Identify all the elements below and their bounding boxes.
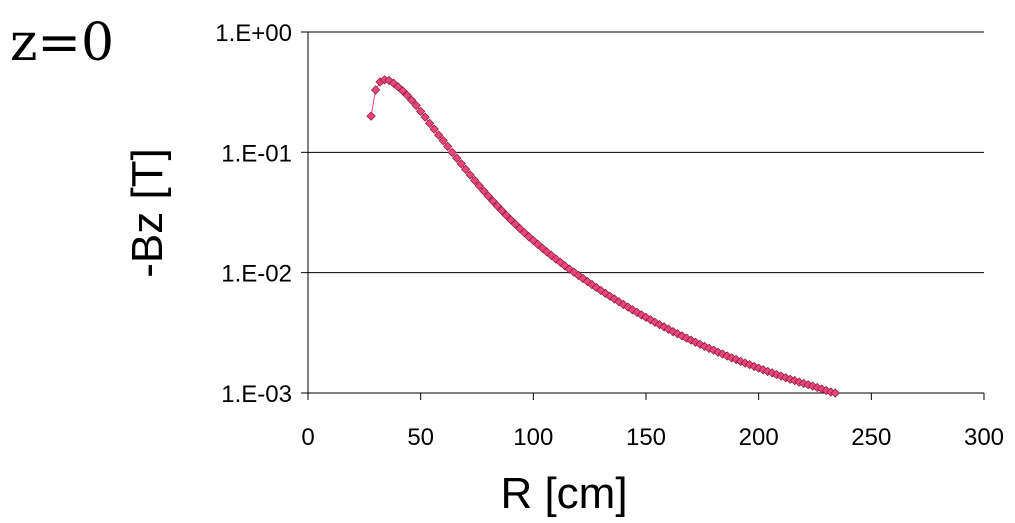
data-point	[645, 315, 656, 325]
data-point	[636, 310, 647, 320]
tick-labels: 0 50 100 150 200 250 300 1.E+00 1.E-01 1.E-02 1.E-…	[215, 20, 1004, 451]
data-point	[434, 130, 444, 140]
axes	[301, 31, 985, 400]
data-point	[708, 345, 719, 355]
data-point	[461, 164, 471, 175]
y-tick-label: 1.E-01	[221, 140, 292, 167]
data-point	[501, 210, 511, 220]
data-point	[727, 353, 737, 363]
data-point	[452, 153, 462, 163]
data-point	[416, 106, 426, 116]
data-point	[668, 326, 678, 337]
data-point	[776, 371, 786, 381]
y-tick-label: 1.E-02	[221, 261, 292, 288]
data-point	[506, 215, 516, 225]
data-point	[564, 264, 575, 274]
data-point	[438, 136, 448, 146]
data-point	[767, 368, 777, 378]
data-point	[492, 201, 502, 211]
data-point	[627, 305, 638, 315]
data-point	[370, 85, 381, 95]
data-point	[650, 317, 660, 327]
data-point	[578, 273, 588, 284]
data-point	[497, 205, 507, 216]
data-point	[402, 90, 412, 100]
data-point	[542, 247, 552, 257]
data-point	[366, 111, 376, 121]
data-point	[551, 254, 561, 264]
x-tick-label: 250	[851, 424, 891, 451]
y-tick-label: 1.E-03	[221, 381, 292, 408]
data-point	[420, 112, 430, 122]
x-tick-label: 300	[964, 424, 1004, 451]
data-point	[483, 191, 493, 201]
data-point	[830, 388, 840, 398]
data-point	[623, 302, 633, 312]
data-point	[465, 170, 475, 180]
y-tick-label: 1.E+00	[215, 20, 292, 47]
gridlines	[308, 31, 984, 394]
data-point	[659, 322, 669, 332]
data-point	[425, 118, 435, 129]
data-point	[411, 100, 421, 111]
data-point	[569, 267, 579, 277]
data-series	[366, 75, 840, 398]
data-point	[749, 361, 759, 372]
data-point	[398, 86, 408, 96]
data-point	[470, 175, 480, 186]
data-point	[695, 339, 705, 349]
data-point	[681, 333, 692, 343]
data-point	[443, 141, 453, 152]
x-tick-label: 150	[626, 424, 666, 451]
series-line	[370, 79, 836, 394]
data-point	[407, 95, 417, 105]
data-point	[447, 147, 457, 157]
data-point	[479, 186, 489, 196]
data-point	[519, 228, 529, 238]
data-point	[690, 337, 701, 347]
data-point	[429, 124, 439, 134]
data-point	[488, 196, 498, 206]
data-point	[600, 288, 611, 298]
y-axis-label: -Bz [T]	[123, 148, 172, 278]
annotation-label: z=0	[10, 13, 114, 73]
x-axis-label: R [cm]	[500, 469, 627, 518]
data-point	[528, 235, 538, 246]
data-point	[717, 349, 728, 359]
data-point	[474, 181, 484, 191]
data-point	[587, 279, 597, 290]
data-point	[456, 159, 466, 169]
x-tick-label: 0	[301, 424, 314, 451]
x-tick-label: 50	[407, 424, 434, 451]
data-point	[790, 375, 800, 386]
data-point	[704, 343, 714, 353]
x-tick-label: 200	[739, 424, 779, 451]
x-tick-label: 100	[513, 424, 553, 451]
data-point	[609, 294, 620, 304]
